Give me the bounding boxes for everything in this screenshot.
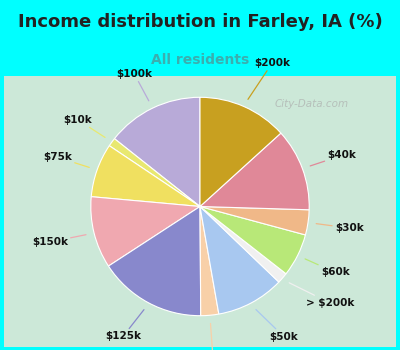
Text: $30k: $30k [316, 223, 364, 233]
Wedge shape [200, 206, 219, 316]
Text: $20k: $20k [199, 323, 228, 350]
Text: Income distribution in Farley, IA (%): Income distribution in Farley, IA (%) [18, 13, 382, 30]
Text: City-Data.com: City-Data.com [275, 99, 349, 108]
Text: $75k: $75k [43, 152, 89, 167]
Wedge shape [200, 133, 309, 210]
Wedge shape [200, 206, 306, 274]
Wedge shape [108, 206, 201, 316]
Wedge shape [91, 146, 200, 206]
Text: $200k: $200k [248, 58, 290, 99]
Text: > $200k: > $200k [289, 283, 354, 308]
Wedge shape [109, 139, 200, 206]
Text: $125k: $125k [105, 310, 144, 341]
Text: $60k: $60k [305, 259, 350, 278]
Wedge shape [200, 97, 281, 206]
Wedge shape [200, 206, 309, 235]
Text: $100k: $100k [116, 69, 152, 101]
Text: $40k: $40k [310, 150, 356, 166]
Text: $50k: $50k [256, 310, 298, 342]
Wedge shape [200, 206, 286, 282]
Wedge shape [91, 197, 200, 266]
Text: All residents: All residents [151, 53, 249, 67]
Wedge shape [200, 206, 279, 314]
Text: $10k: $10k [63, 114, 105, 138]
Wedge shape [114, 97, 200, 206]
Text: $150k: $150k [32, 235, 86, 247]
